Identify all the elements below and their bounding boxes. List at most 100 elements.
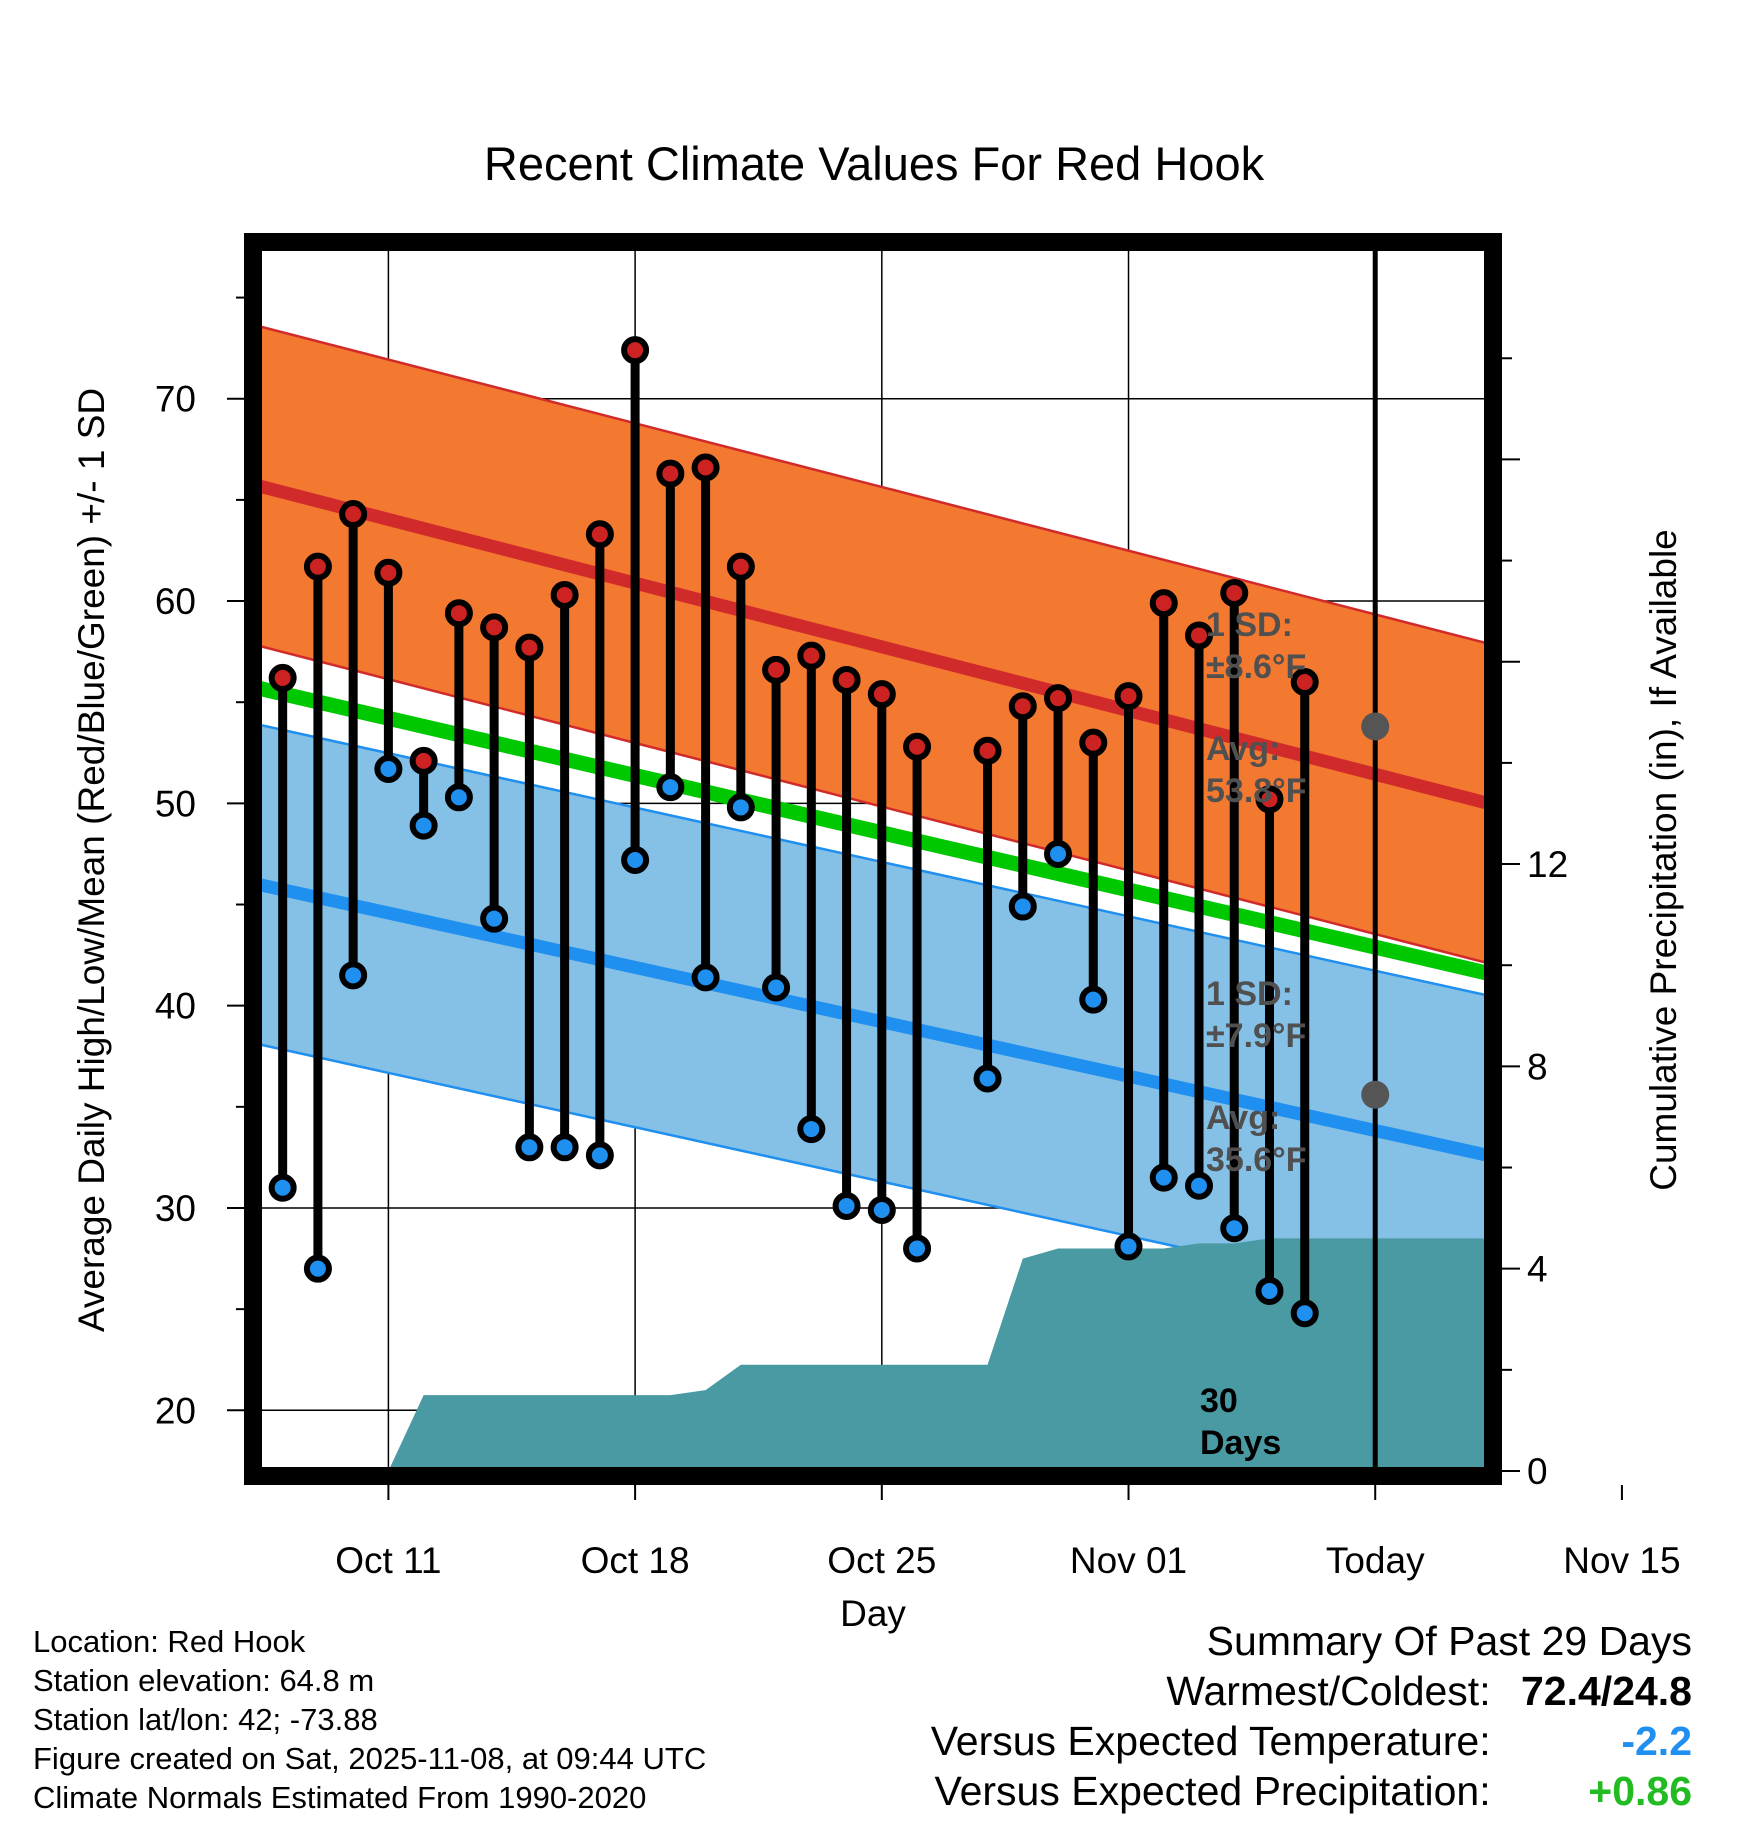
daily-low-point: [832, 1191, 861, 1220]
daily-low-point: [515, 1133, 544, 1162]
daily-high-point: [762, 655, 791, 684]
daily-low-point: [1008, 892, 1037, 921]
daily-high-point: [515, 633, 544, 662]
daily-low-point: [409, 811, 438, 840]
daily-high-point: [656, 459, 685, 488]
daily-high-point: [444, 599, 473, 628]
cumulative-precip-area: [388, 1238, 1488, 1471]
precip-vs-expected-value: +0.86: [1588, 1768, 1692, 1814]
daily-low-point: [621, 846, 650, 875]
warmest-coldest-label: Warmest/Coldest:: [1166, 1668, 1491, 1714]
daily-high-point: [268, 663, 297, 692]
daily-low-point: [1290, 1299, 1319, 1328]
y-tick-label: 50: [155, 783, 196, 824]
axis-ticks: Oct 11 Oct 18 Oct 25 Nov 01 Today Nov 15 20 30 4…: [155, 296, 1681, 1581]
daily-high-point: [797, 641, 826, 670]
daily-high-point: [691, 453, 720, 482]
plot-frame: [244, 233, 1502, 1485]
daily-low-point: [973, 1064, 1002, 1093]
x-tick-label: Nov 01: [1070, 1540, 1187, 1581]
summary-panel: Summary Of Past 29 Days Warmest/Coldest:…: [931, 1616, 1692, 1816]
y-tick-label: 30: [155, 1188, 196, 1229]
daily-high-point: [339, 500, 368, 529]
daily-high-point: [903, 732, 932, 761]
daily-low-point: [1185, 1171, 1214, 1200]
daily-low-point: [303, 1254, 332, 1283]
daily-high-point: [303, 552, 332, 581]
y-right-tick-label: 8: [1527, 1046, 1548, 1087]
daily-high-point: [1220, 578, 1249, 607]
plot-area: [258, 247, 1488, 1471]
daily-high-point: [726, 552, 755, 581]
summary-precipitation: Versus Expected Precipitation: +0.86: [931, 1766, 1693, 1816]
y-tick-label: 20: [155, 1390, 196, 1431]
today-markers: [1361, 712, 1390, 1109]
daily-low-point: [1220, 1214, 1249, 1243]
y-tick-label: 60: [155, 581, 196, 622]
daily-high-point: [973, 736, 1002, 765]
high-band-upper-edge: [258, 324, 1488, 645]
daily-high-point: [1185, 621, 1214, 650]
daily-low-point: [762, 973, 791, 1002]
y-tick-label: 40: [155, 986, 196, 1027]
high-sd-label: 1 SD:: [1206, 606, 1293, 644]
daily-low-point: [480, 904, 509, 933]
low-sd-value: ±7.9°F: [1206, 1017, 1306, 1055]
precip-vs-expected-label: Versus Expected Precipitation:: [934, 1768, 1491, 1814]
x-tick-label: Oct 25: [827, 1540, 936, 1581]
daily-low-point: [903, 1234, 932, 1263]
daily-high-point: [867, 680, 896, 709]
daily-high-point: [1079, 728, 1108, 757]
summary-warmest-coldest: Warmest/Coldest: 72.4/24.8: [931, 1666, 1692, 1716]
daily-low-point: [339, 961, 368, 990]
daily-low-point: [585, 1141, 614, 1170]
daily-low-point: [691, 963, 720, 992]
daily-low-point: [268, 1173, 297, 1202]
window-days-label: Days: [1200, 1424, 1281, 1462]
station-elevation: Station elevation: 64.8 m: [33, 1663, 375, 1698]
daily-low-point: [656, 773, 685, 802]
daily-low-point: [1149, 1163, 1178, 1192]
high-avg-label: Avg:: [1206, 730, 1280, 768]
daily-high-point: [374, 558, 403, 587]
high-sd-value: ±8.6°F: [1206, 648, 1306, 686]
daily-high-point: [832, 665, 861, 694]
normal-low-line: [258, 877, 1488, 1162]
warmest-coldest-value: 72.4/24.8: [1521, 1668, 1692, 1714]
figure-created: Figure created on Sat, 2025-11-08, at 09…: [33, 1741, 707, 1776]
daily-low-point: [374, 754, 403, 783]
x-tick-label: Oct 11: [335, 1540, 441, 1581]
low-avg-label: Avg:: [1206, 1099, 1280, 1137]
annotations: 1 SD: ±8.6°F Avg: 53.8°F 1 SD: ±7.9°F Av…: [1200, 606, 1307, 1462]
y-right-tick-label: 0: [1527, 1451, 1548, 1492]
summary-temperature: Versus Expected Temperature: -2.2: [931, 1716, 1692, 1766]
y-axis-label: Average Daily High/Low/Mean (Red/Blue/Gr…: [71, 388, 112, 1332]
window-days-number: 30: [1200, 1382, 1238, 1420]
daily-low-point: [1114, 1232, 1143, 1261]
daily-high-point: [1255, 785, 1284, 814]
daily-low-point: [726, 793, 755, 822]
daily-low-point: [550, 1133, 579, 1162]
daily-low-point: [797, 1115, 826, 1144]
y-tick-label: 70: [155, 379, 196, 420]
summary-title: Summary Of Past 29 Days: [1206, 1618, 1692, 1664]
daily-high-point: [1008, 692, 1037, 721]
y-right-tick-label: 4: [1527, 1249, 1548, 1290]
daily-low-point: [867, 1196, 896, 1225]
x-tick-label: Oct 18: [581, 1540, 690, 1581]
temp-vs-expected-value: -2.2: [1621, 1718, 1692, 1764]
daily-high-point: [1044, 684, 1073, 713]
x-axis-label: Day: [840, 1593, 906, 1634]
high-avg-value: 53.8°F: [1206, 772, 1307, 810]
today-low-avg-marker: [1361, 1080, 1390, 1109]
station-info: Location: Red Hook Station elevation: 64…: [33, 1622, 706, 1817]
x-tick-label: Nov 15: [1563, 1540, 1680, 1581]
climate-normals: Climate Normals Estimated From 1990-2020: [33, 1780, 647, 1815]
low-avg-value: 35.6°F: [1206, 1141, 1307, 1179]
temp-vs-expected-label: Versus Expected Temperature:: [930, 1718, 1491, 1764]
today-high-avg-marker: [1361, 712, 1390, 741]
daily-low-point: [1255, 1276, 1284, 1305]
daily-high-point: [1114, 682, 1143, 711]
daily-high-point: [409, 746, 438, 775]
